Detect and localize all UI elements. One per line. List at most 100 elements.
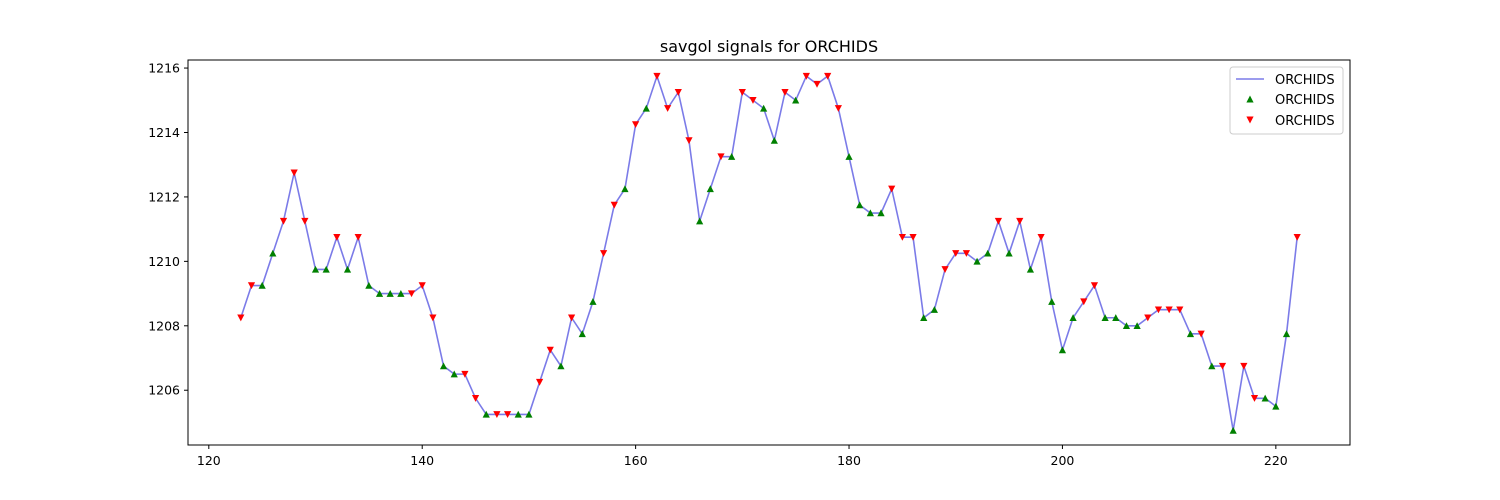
sell-signal-marker <box>301 217 309 225</box>
buy-signal-marker <box>514 410 522 418</box>
sell-signal-marker <box>685 137 693 145</box>
sell-signal-marker <box>781 88 789 96</box>
sell-signal-marker <box>824 72 832 80</box>
sell-signal-marker <box>1176 306 1184 314</box>
buy-signal-marker <box>621 185 629 193</box>
buy-signal-marker <box>696 217 704 225</box>
sell-signal-marker <box>535 378 544 386</box>
buy-signal-marker <box>1272 402 1280 410</box>
buy-signal-marker <box>269 249 277 257</box>
sell-signal-marker <box>503 411 512 418</box>
buy-signal-marker <box>706 185 714 193</box>
sell-signal-marker <box>1037 233 1045 241</box>
sell-signal-marker <box>1293 233 1301 241</box>
x-tick-label: 220 <box>1264 453 1288 468</box>
sell-signal-marker <box>493 411 501 418</box>
buy-signal-marker <box>322 265 330 273</box>
sell-signal-marker <box>994 217 1003 225</box>
buy-signal-marker <box>760 104 768 112</box>
sell-signal-marker <box>909 233 917 241</box>
sell-signal-marker <box>1080 298 1088 306</box>
buy-signal-marker <box>1101 314 1109 321</box>
buy-signal-marker <box>386 289 394 297</box>
legend-label-down: ORCHIDS <box>1275 114 1335 129</box>
sell-signal-marker <box>952 250 960 257</box>
y-tick-label: 1216 <box>148 61 180 76</box>
buy-signal-marker <box>397 289 405 297</box>
sell-signal-marker <box>1090 282 1099 290</box>
y-tick-label: 1210 <box>148 254 180 269</box>
buy-signal-marker <box>1229 426 1237 434</box>
buy-signal-marker <box>1058 346 1067 354</box>
sell-signal-marker <box>674 88 682 96</box>
sell-signal-marker <box>802 72 810 80</box>
buy-signal-marker <box>920 314 928 321</box>
buy-signal-marker <box>973 257 981 265</box>
legend-up-swatch <box>1246 95 1254 103</box>
series-line <box>240 73 1298 431</box>
sell-signal-marker <box>962 250 971 257</box>
legend-down-swatch <box>1246 116 1254 124</box>
buy-signal-marker <box>1026 265 1035 273</box>
buy-signal-marker <box>525 410 533 418</box>
buy-signal-marker <box>856 201 864 209</box>
y-tick-label: 1206 <box>148 383 180 398</box>
sell-signal-marker <box>717 153 725 161</box>
sell-signal-marker <box>461 370 469 378</box>
buy-signal-marker <box>375 289 384 297</box>
buy-signal-marker <box>365 281 373 289</box>
buy-signal-marker <box>1069 314 1077 321</box>
x-tick-label: 200 <box>1051 453 1075 468</box>
x-tick-label: 140 <box>410 453 434 468</box>
sell-signal-marker <box>247 282 256 290</box>
buy-signal-marker <box>792 96 800 104</box>
sell-signal-marker <box>1016 217 1024 225</box>
y-tick-label: 1212 <box>148 189 180 204</box>
sell-signal-marker <box>664 105 672 112</box>
buy-signal-marker <box>1282 330 1291 338</box>
buy-signal-marker <box>770 136 778 144</box>
sell-signal-marker <box>567 314 576 322</box>
sell-signal-marker <box>407 290 416 298</box>
buy-signal-marker <box>1261 394 1269 402</box>
buy-signal-marker <box>450 370 458 378</box>
buy-signal-marker <box>1133 322 1141 330</box>
sell-signal-marker <box>600 250 608 257</box>
x-tick-label: 180 <box>837 453 861 468</box>
buy-signal-marker <box>1122 322 1131 330</box>
sell-signal-marker <box>813 80 821 88</box>
sell-signal-marker <box>834 105 842 112</box>
buy-signal-marker <box>578 330 586 338</box>
sell-signal-marker <box>653 72 661 80</box>
legend-label-up: ORCHIDS <box>1275 93 1335 108</box>
sell-signal-marker <box>749 97 757 104</box>
sell-signal-marker <box>1165 306 1173 314</box>
buy-signal-marker <box>845 153 853 160</box>
sell-signal-marker <box>237 314 245 322</box>
sell-signal-marker <box>1154 306 1163 314</box>
chart-title: savgol signals for ORCHIDS <box>660 37 878 56</box>
buy-signal-marker <box>1048 298 1056 305</box>
buy-signal-marker <box>984 249 992 257</box>
sell-signal-marker <box>1240 362 1248 370</box>
sell-signal-marker <box>418 282 426 290</box>
legend-label-line: ORCHIDS <box>1275 73 1335 88</box>
plot-area <box>237 72 1301 434</box>
sell-signal-marker <box>632 121 640 129</box>
buy-signal-marker <box>589 298 597 305</box>
legend-box <box>1229 66 1344 135</box>
plot-frame <box>187 59 1351 446</box>
sell-signal-marker <box>429 314 437 322</box>
buy-signal-marker <box>1112 314 1120 321</box>
buy-signal-marker <box>866 209 874 217</box>
buy-signal-marker <box>1208 362 1216 370</box>
buy-signal-marker <box>258 281 266 289</box>
buy-signal-marker <box>482 410 490 418</box>
sell-signal-marker <box>354 233 362 241</box>
sell-signal-marker <box>1250 395 1259 402</box>
x-tick-label: 120 <box>197 453 221 468</box>
sell-signal-marker <box>1197 330 1205 338</box>
buy-signal-marker <box>728 153 736 160</box>
buy-signal-marker <box>439 362 448 370</box>
